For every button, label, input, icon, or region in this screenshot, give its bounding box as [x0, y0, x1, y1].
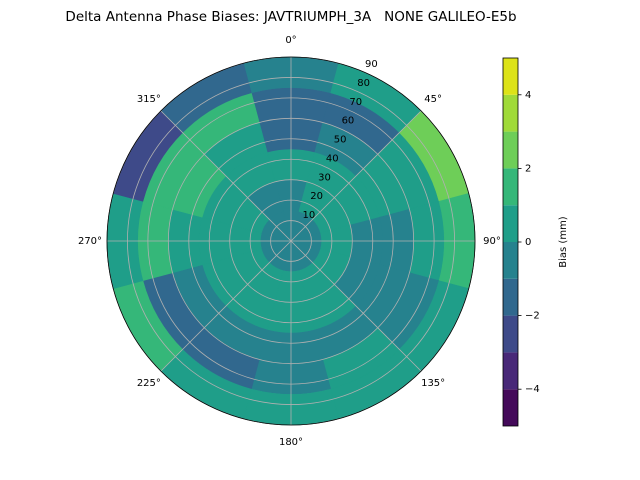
colorbar-band — [503, 58, 518, 95]
angle-tick-label: 315° — [137, 94, 161, 105]
radial-tick-label: 30 — [318, 172, 331, 183]
colorbar-label: Bias (mm) — [558, 216, 569, 268]
colorbar-band — [503, 389, 518, 426]
angle-tick-label: 180° — [279, 437, 303, 448]
radial-tick-label: 50 — [334, 135, 347, 146]
angle-tick-label: 225° — [137, 378, 161, 389]
colorbar-band — [503, 131, 518, 169]
colorbar-tick-label: 0 — [525, 237, 531, 248]
radial-tick-label: 20 — [310, 191, 323, 202]
polar-frame — [106, 56, 476, 426]
radial-tick-label: 10 — [302, 210, 315, 221]
colorbar-band — [503, 315, 518, 353]
angle-tick-label: 135° — [421, 378, 445, 389]
angle-tick-label: 45° — [424, 94, 442, 105]
angle-tick-label: 90° — [483, 236, 501, 247]
radial-tick-label: 80 — [357, 78, 370, 89]
angle-tick-label: 270° — [78, 236, 102, 247]
radial-tick-label: 70 — [349, 97, 362, 108]
angle-tick-label: 0° — [285, 35, 296, 46]
angular-grid-line — [290, 110, 422, 242]
radial-tick-label: 90 — [365, 59, 378, 70]
angular-grid-line — [290, 240, 422, 372]
angular-grid-line — [160, 240, 292, 372]
colorbar-band — [503, 94, 518, 132]
colorbar-tick-label: 2 — [525, 163, 531, 174]
colorbar-tick-label: 4 — [525, 90, 531, 101]
angular-grid-line — [160, 110, 292, 242]
colorbar-band — [503, 242, 518, 279]
chart-title: Delta Antenna Phase Biases: JAVTRIUMPH_3… — [65, 9, 516, 25]
radial-tick-label: 60 — [342, 116, 355, 127]
colorbar-band — [503, 205, 518, 242]
colorbar-band — [503, 352, 518, 390]
colorbar-band — [503, 168, 518, 206]
radial-tick-label: 40 — [326, 153, 339, 164]
colorbar-tick-label: −2 — [525, 311, 540, 322]
colorbar-band — [503, 278, 518, 316]
colorbar-tick-label: −4 — [525, 384, 540, 395]
